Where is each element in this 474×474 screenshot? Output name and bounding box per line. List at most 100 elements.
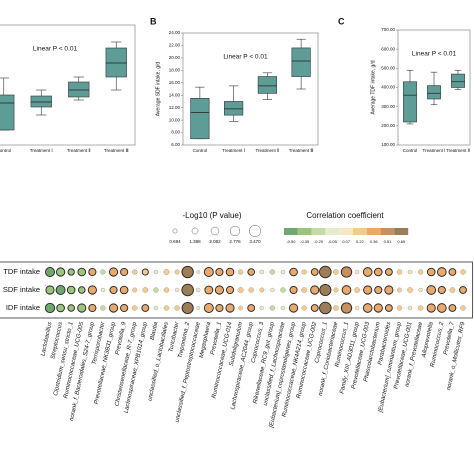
bubble [417, 305, 424, 311]
y-tick-label: 700.00 [381, 27, 395, 32]
bubble [384, 285, 394, 295]
colorbar-label: -0.50 [286, 239, 296, 244]
bubble [373, 267, 383, 277]
bubble [437, 285, 446, 295]
bubble [448, 268, 457, 276]
bubble [374, 285, 383, 295]
bubble [426, 303, 436, 313]
bubble [289, 267, 298, 277]
colorbar-label: 0.65 [397, 239, 406, 244]
bubble [88, 303, 97, 313]
bubble [214, 285, 225, 295]
colorbar-cell [284, 228, 298, 235]
size-legend-label: 3.470 [249, 239, 261, 244]
bubble [131, 305, 138, 311]
bubble [396, 269, 403, 275]
x-tick-label: Control [403, 148, 418, 153]
bubble [100, 287, 106, 293]
bubble [270, 287, 275, 293]
bubble [203, 267, 214, 277]
bubble [196, 306, 201, 310]
size-legend-circle [172, 228, 178, 234]
bubble [87, 285, 97, 295]
bubble [215, 267, 224, 277]
panel-label: B [150, 16, 157, 26]
bubble [247, 304, 256, 312]
bubble [418, 287, 423, 293]
bubble [340, 302, 353, 314]
bubble [237, 269, 244, 275]
bubble [362, 267, 373, 277]
y-tick-label: 16.00 [169, 80, 181, 85]
plot-frame [0, 24, 136, 146]
bubble [131, 269, 138, 275]
y-axis-label: Average TDF intake, g/d [370, 60, 376, 114]
row-label: SDF intake [3, 285, 40, 294]
bubble [247, 268, 255, 276]
bubble [204, 285, 214, 295]
bubble [354, 305, 360, 311]
bubble [56, 303, 65, 313]
bubble [196, 270, 201, 274]
y-tick-label: 600.00 [381, 46, 395, 51]
bubble [407, 269, 413, 275]
bubble [77, 286, 86, 294]
bubble [436, 267, 447, 277]
colorbar-cell [325, 228, 340, 235]
bubble [238, 305, 244, 311]
bubble [426, 285, 437, 295]
bubble [280, 269, 286, 275]
y-tick-label: 100.00 [381, 142, 395, 147]
bubble [301, 287, 308, 293]
bubble [163, 287, 170, 293]
bubble [259, 269, 264, 275]
bubble [460, 269, 466, 275]
colorbar-label: 0.07 [342, 239, 351, 244]
bubble [119, 285, 129, 295]
bubble [109, 285, 118, 295]
colorbar-label: -0.05 [328, 239, 338, 244]
annotation: Linear P < 0.01 [223, 54, 268, 61]
bubble [448, 304, 457, 312]
bubble [181, 283, 194, 297]
bubble [174, 305, 180, 311]
y-tick-label: 300.00 [381, 104, 395, 109]
size-legend-title: -Log10 (P value) [183, 211, 242, 220]
panel-label: C [338, 16, 345, 26]
bubble [132, 287, 138, 293]
box [427, 85, 441, 100]
y-axis-label: Average SDF intake, g/d [155, 62, 161, 117]
bubble [407, 305, 413, 311]
color-legend-title: Correlation coefficient [306, 211, 384, 220]
bubble [141, 268, 149, 276]
bubble [174, 287, 180, 293]
box [257, 76, 277, 94]
box [291, 47, 311, 77]
x-tick-label: Treatment Ⅱ [255, 148, 279, 153]
y-tick-label: 20.00 [169, 55, 181, 60]
taxon-label: Blautia [150, 321, 160, 341]
bubble [333, 305, 339, 311]
box [190, 98, 210, 140]
size-legend-circle [191, 227, 199, 235]
y-tick-label: 12.00 [169, 105, 181, 110]
bubble [153, 305, 159, 311]
bubble [45, 285, 55, 295]
size-legend-label: 0.694 [169, 239, 181, 244]
bubble [340, 266, 353, 278]
box [0, 94, 15, 131]
size-legend-circle [248, 224, 262, 238]
y-tick-label: 14.00 [169, 92, 181, 97]
bubble [77, 303, 87, 313]
bubble [225, 303, 235, 313]
bubble [449, 287, 456, 293]
box [68, 81, 90, 98]
bubble [354, 287, 360, 293]
x-tick-label: Treatment Ⅰ [423, 148, 446, 153]
matrix-frame [0, 261, 473, 319]
bubble [120, 303, 129, 313]
bubble [77, 267, 87, 277]
colorbar-label: 0.36 [370, 239, 379, 244]
